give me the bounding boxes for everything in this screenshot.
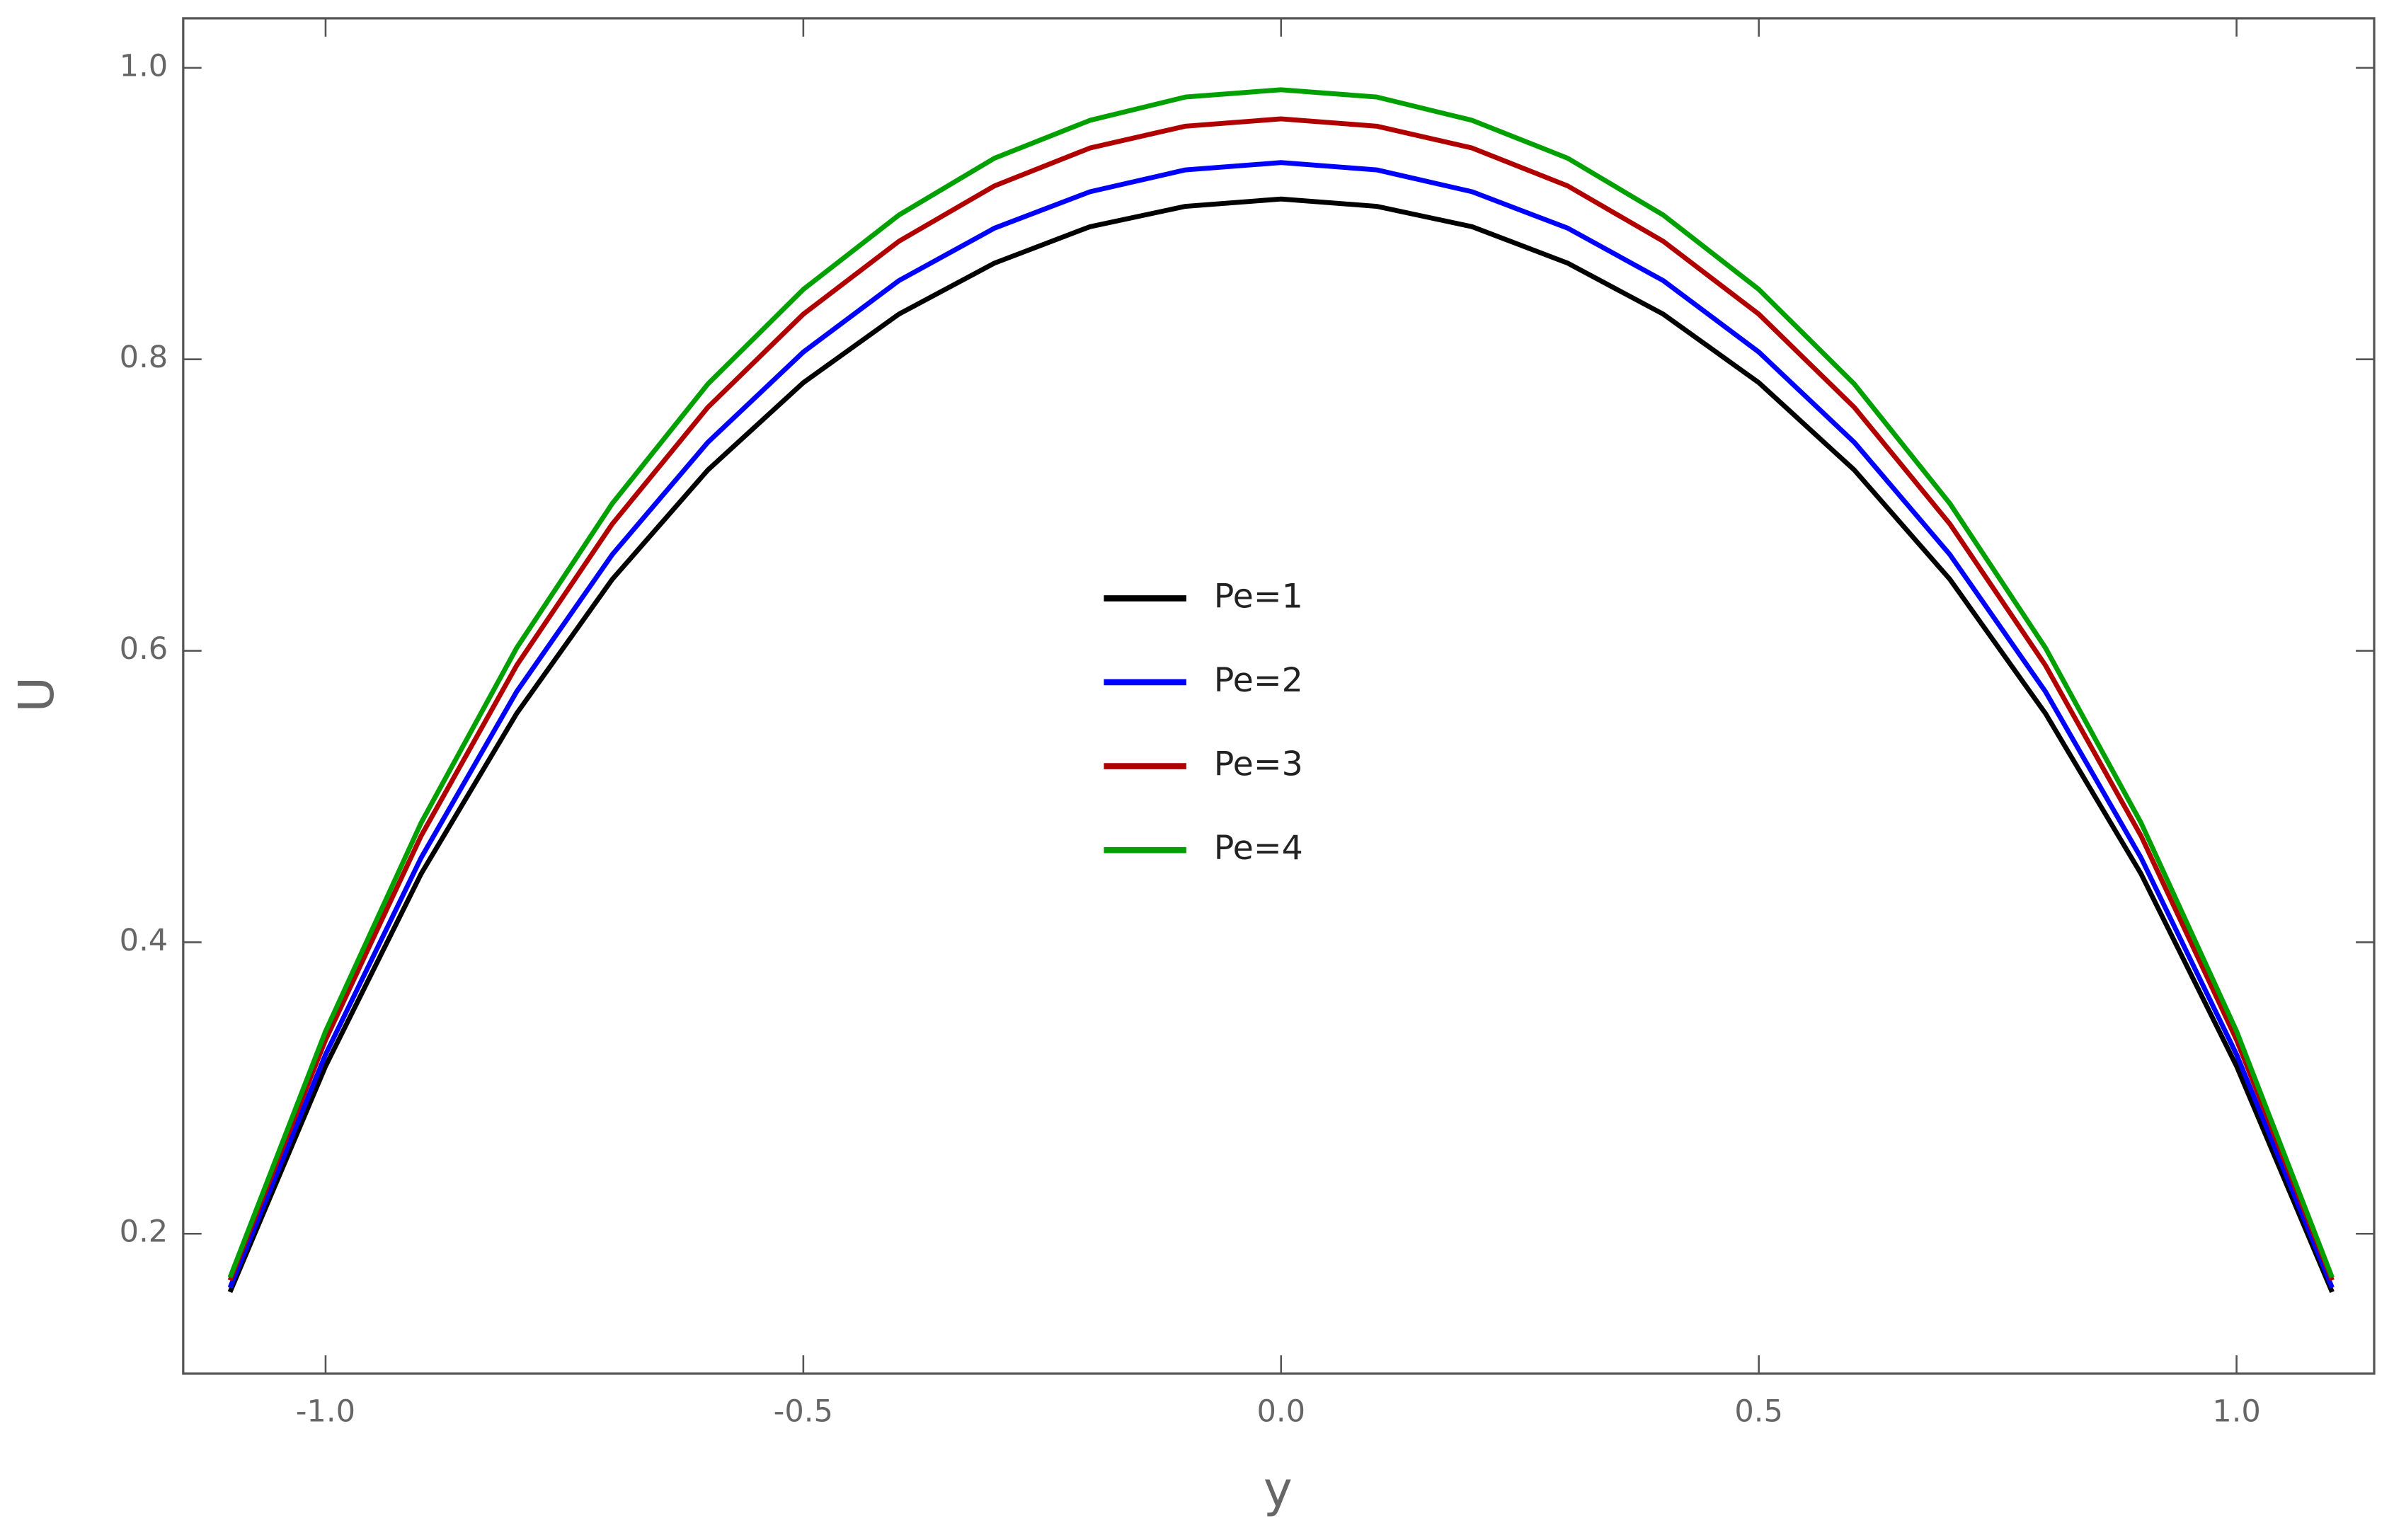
legend-label: Pe=4 (1214, 829, 1303, 868)
x-tick-label: -1.0 (296, 1394, 355, 1430)
legend-label: Pe=2 (1214, 661, 1303, 700)
y-axis-title: U (8, 677, 65, 713)
x-tick-label: 0.5 (1734, 1394, 1783, 1430)
legend-label: Pe=3 (1214, 745, 1303, 784)
line-series (227, 87, 2335, 1279)
line-series (227, 116, 2335, 1282)
y-tick-label: 1.0 (120, 48, 168, 84)
plot-frame (182, 17, 2376, 1375)
x-axis-title: y (1264, 1461, 1293, 1518)
y-tick-label: 0.6 (120, 631, 168, 667)
x-tick-label: -0.5 (774, 1394, 833, 1430)
y-tick-label: 0.8 (120, 340, 168, 375)
x-tick-label: 0.0 (1256, 1394, 1305, 1430)
y-tick-label: 0.2 (120, 1214, 168, 1250)
y-tick-label: 0.4 (120, 923, 168, 958)
line-series (227, 196, 2335, 1293)
line-series (227, 160, 2335, 1289)
legend-label: Pe=1 (1214, 577, 1303, 616)
x-tick-label: 1.0 (2212, 1394, 2261, 1430)
